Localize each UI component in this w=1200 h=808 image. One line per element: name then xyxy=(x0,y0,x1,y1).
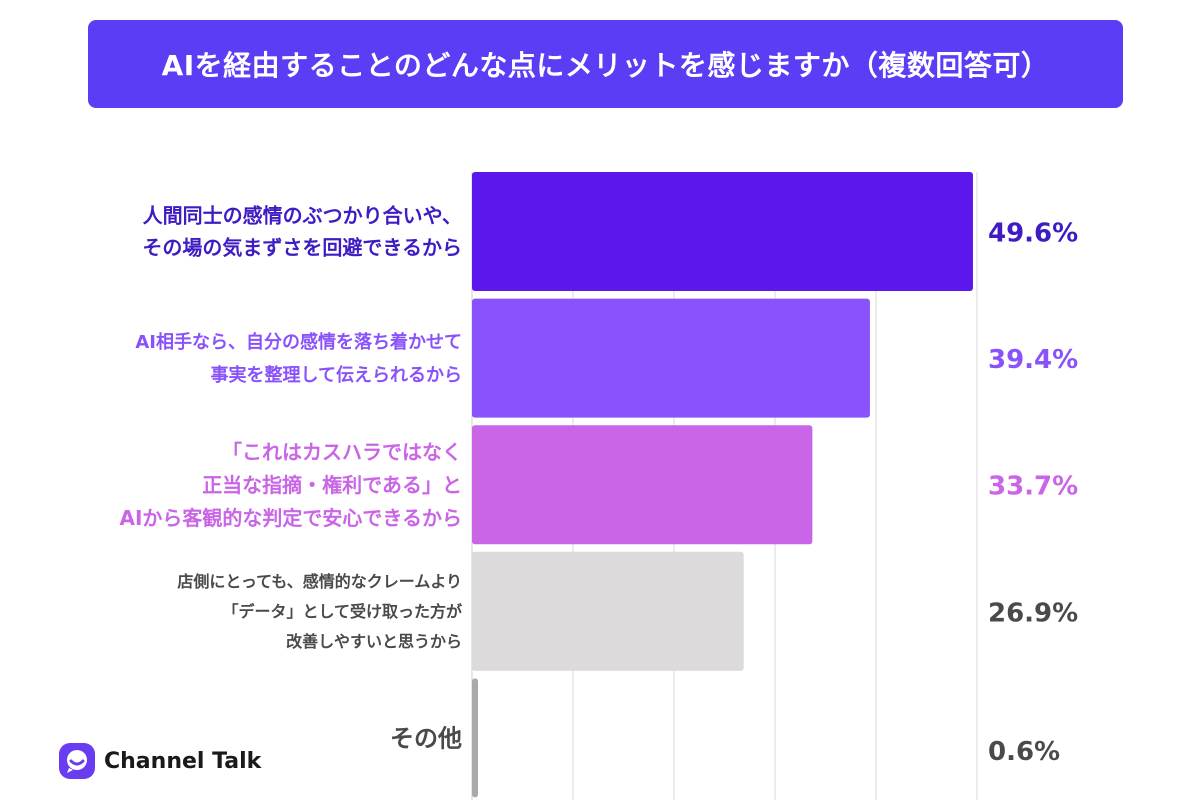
category-label-line: 人間同士の感情のぶつかり合いや、 xyxy=(143,204,462,228)
channel-talk-logo-icon xyxy=(59,743,95,779)
category-label: 店側にとっても、感情的なクレームより「データ」として受け取った方が改善しやすいと… xyxy=(177,572,462,651)
value-label: 49.6% xyxy=(988,219,1078,249)
category-labels: 人間同士の感情のぶつかり合いや、その場の気まずさを回避できるから AI相手なら、自… xyxy=(119,204,462,753)
category-label-line: 改善しやすいと思うから xyxy=(286,632,462,651)
bar xyxy=(472,551,744,671)
brand-name: Channel Talk xyxy=(104,748,262,774)
value-label: 33.7% xyxy=(988,472,1078,502)
category-label-line: 正当な指摘・権利である」と xyxy=(202,473,462,497)
category-label-line: 「これはカスハラではなく xyxy=(222,440,462,464)
bar xyxy=(472,298,870,418)
category-label: その他 xyxy=(390,725,462,753)
category-label-line: その場の気まずさを回避できるから xyxy=(142,236,462,260)
category-label: 人間同士の感情のぶつかり合いや、その場の気まずさを回避できるから xyxy=(142,204,462,260)
category-label-line: 店側にとっても、感情的なクレームより xyxy=(177,572,462,591)
bar xyxy=(472,172,973,291)
category-label: AI相手なら、自分の感情を落ち着かせて事実を整理して伝えられるから xyxy=(135,331,462,386)
value-labels: 49.6% 39.4% 33.7% 26.9% 0.6% xyxy=(988,219,1078,767)
category-label-line: 「データ」として受け取った方が xyxy=(222,602,462,621)
value-label: 26.9% xyxy=(988,598,1078,628)
category-label-line: その他 xyxy=(390,725,462,753)
category-label-line: AI相手なら、自分の感情を落ち着かせて xyxy=(135,331,462,353)
chart-title: AIを経由することのどんな点にメリットを感じますか（複数回答可） xyxy=(161,49,1050,82)
category-label-line: AIから客観的な判定で安心できるから xyxy=(119,506,462,530)
bars xyxy=(472,172,973,798)
brand-logo-group: Channel Talk xyxy=(58,742,261,780)
bar xyxy=(472,678,479,798)
value-label: 0.6% xyxy=(988,737,1060,767)
category-label: 「これはカスハラではなく正当な指摘・権利である」と AIから客観的な判定で安心でき… xyxy=(119,440,462,530)
value-label: 39.4% xyxy=(988,345,1078,375)
category-label-line: 事実を整理して伝えられるから xyxy=(211,364,462,386)
title-banner: AIを経由することのどんな点にメリットを感じますか（複数回答可） xyxy=(88,20,1123,108)
bar xyxy=(472,425,813,545)
